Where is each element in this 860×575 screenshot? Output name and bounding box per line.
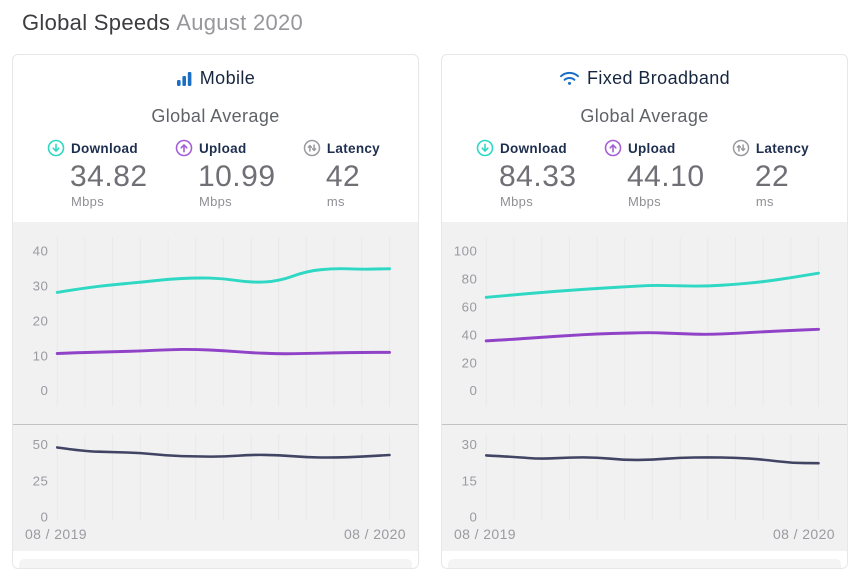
svg-text:40: 40	[462, 327, 478, 342]
svg-text:60: 60	[462, 299, 478, 314]
panels-row: Mobile Global Average Download	[12, 54, 848, 569]
metric-unit: Mbps	[198, 193, 232, 209]
mobile-panel: Mobile Global Average Download	[12, 54, 419, 569]
panel-subtitle: Global Average	[151, 106, 280, 126]
metric-upload: Upload 10.99 Mbps	[175, 139, 276, 209]
download-arrow-icon	[47, 139, 65, 157]
metric-value: 42	[325, 160, 361, 193]
mobile-next-section-strip	[19, 559, 412, 568]
latency-arrows-icon	[732, 139, 750, 157]
page-title: Global Speeds August 2020	[0, 0, 860, 36]
fixed-chart-area: 0 20 40 60 80 100 0 15 30 08 / 2019 08 / 2020	[442, 222, 847, 551]
metric-latency: Latency 42 ms	[303, 139, 380, 209]
metric-upload: Upload 44.10 Mbps	[604, 139, 705, 209]
metric-unit: ms	[326, 193, 345, 209]
x-axis-end-label: 08 / 2020	[344, 526, 406, 542]
latency-arrows-icon	[303, 139, 321, 157]
metric-value: 44.10	[626, 160, 705, 193]
fixed-latency-chart: 0 15 30	[442, 425, 847, 525]
fixed-x-axis: 08 / 2019 08 / 2020	[442, 523, 847, 551]
svg-text:20: 20	[462, 355, 478, 370]
x-axis-start-label: 08 / 2019	[454, 526, 516, 542]
metric-unit: Mbps	[71, 193, 104, 209]
fixed-panel-header: Fixed Broadband Global Average Download	[442, 55, 847, 222]
panel-subtitle: Global Average	[580, 106, 709, 126]
svg-text:25: 25	[33, 473, 49, 488]
download-arrow-icon	[476, 139, 494, 157]
svg-text:0: 0	[41, 510, 49, 523]
x-axis-start-label: 08 / 2019	[25, 526, 87, 542]
metric-download: Download 34.82 Mbps	[47, 139, 148, 209]
page-title-main: Global Speeds	[22, 10, 171, 35]
fixed-metrics-row: Download 84.33 Mbps Upload	[442, 139, 847, 209]
metric-download: Download 84.33 Mbps	[476, 139, 577, 209]
fixed-speeds-chart: 0 20 40 60 80 100	[442, 222, 847, 424]
svg-text:0: 0	[470, 510, 478, 523]
mobile-latency-chart: 0 25 50	[13, 425, 418, 525]
x-axis-end-label: 08 / 2020	[773, 526, 835, 542]
page-title-period: August 2020	[176, 10, 304, 35]
metric-label: Download	[71, 140, 138, 156]
wifi-icon	[559, 71, 580, 86]
metric-unit: Mbps	[500, 193, 533, 209]
metric-value: 84.33	[499, 160, 577, 193]
mobile-speeds-chart: 0 10 20 30 40	[13, 222, 418, 424]
metric-label: Download	[500, 140, 567, 156]
metric-label: Latency	[326, 140, 380, 156]
mobile-x-axis: 08 / 2019 08 / 2020	[13, 523, 418, 551]
svg-text:10: 10	[33, 348, 49, 363]
svg-text:0: 0	[470, 383, 478, 398]
mobile-metrics-row: Download 34.82 Mbps Upload	[13, 139, 418, 209]
fixed-broadband-panel: Fixed Broadband Global Average Download	[441, 54, 848, 569]
svg-text:15: 15	[462, 473, 478, 488]
chart-divider	[442, 424, 847, 425]
metric-unit: ms	[755, 193, 774, 209]
panel-title: Mobile	[199, 68, 256, 88]
metric-label: Upload	[198, 140, 247, 156]
upload-arrow-icon	[604, 139, 622, 157]
svg-text:20: 20	[33, 313, 49, 328]
fixed-next-section-strip	[448, 559, 841, 568]
metric-label: Upload	[627, 140, 676, 156]
metric-value: 22	[754, 160, 790, 193]
upload-arrow-icon	[175, 139, 193, 157]
chart-divider	[13, 424, 418, 425]
metric-value: 10.99	[197, 160, 276, 193]
mobile-panel-header: Mobile Global Average Download	[13, 55, 418, 222]
signal-bars-icon	[176, 71, 193, 87]
svg-text:30: 30	[33, 279, 49, 294]
svg-text:100: 100	[454, 244, 478, 259]
svg-text:50: 50	[33, 437, 49, 452]
metric-latency: Latency 22 ms	[732, 139, 809, 209]
metric-unit: Mbps	[627, 193, 661, 209]
svg-text:80: 80	[462, 272, 478, 287]
panel-title: Fixed Broadband	[586, 68, 731, 88]
svg-text:30: 30	[462, 437, 478, 452]
svg-text:40: 40	[33, 244, 49, 259]
metric-label: Latency	[755, 140, 809, 156]
svg-text:0: 0	[41, 383, 49, 398]
metric-value: 34.82	[70, 160, 148, 193]
mobile-chart-area: 0 10 20 30 40 0 25 50 08 / 2019 08 / 2020	[13, 222, 418, 551]
